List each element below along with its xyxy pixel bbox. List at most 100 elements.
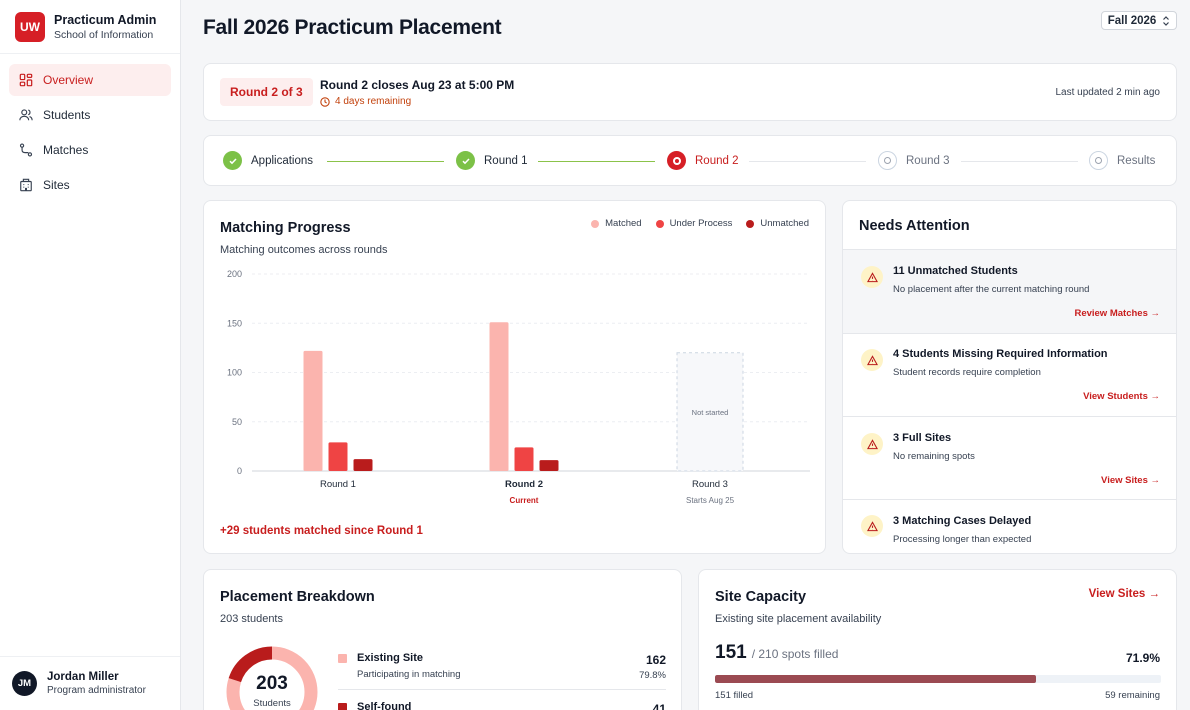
sidebar-item-overview[interactable]: Overview (9, 64, 171, 96)
breakdown-pct: 79.8% (639, 670, 666, 681)
round-stepper: Applications Round 1 Round 2 Round 3 Res… (203, 135, 1177, 186)
pending-step-icon (1089, 151, 1108, 170)
legend-swatch (338, 703, 347, 710)
avatar: JM (12, 671, 37, 696)
step-round-2[interactable]: Round 2 (667, 151, 738, 170)
term-select[interactable]: Fall 2026 (1101, 11, 1177, 30)
chart-legend: Matched Under Process Unmatched (591, 218, 809, 229)
term-select-value: Fall 2026 (1107, 14, 1157, 27)
capacity-summary: 151 / 210 spots filled (715, 642, 838, 664)
matching-bar-chart: 0 50 100 150 200 Round 1 Round 2 Current Not sta… (227, 269, 810, 505)
check-icon (223, 151, 242, 170)
capacity-filled: 151 (715, 642, 747, 663)
brand: UW Practicum Admin School of Information (0, 0, 180, 54)
page-title: Fall 2026 Practicum Placement (203, 16, 502, 39)
step-label: Results (1117, 154, 1156, 167)
y-tick-label: 0 (237, 466, 242, 476)
card-title: Placement Breakdown (220, 589, 375, 605)
capacity-filled-label: 151 filled (715, 690, 754, 701)
step-label: Round 3 (906, 154, 950, 167)
view-sites-link[interactable]: View Sites → (1088, 588, 1160, 600)
capacity-bar-track (715, 675, 1161, 683)
view-students-link[interactable]: View Students → (1083, 391, 1160, 402)
attention-item[interactable]: 3 Full Sites No remaining spots View Sit… (843, 416, 1176, 500)
attention-title: 4 Students Missing Required Information (893, 348, 1108, 360)
breakdown-label: Existing Site (357, 652, 424, 664)
grid-icon (19, 73, 33, 87)
site-capacity-card: Site Capacity View Sites → Existing site… (698, 569, 1177, 710)
bar-unmatched (353, 459, 373, 471)
building-icon (20, 178, 32, 192)
legend-under-process: Under Process (655, 218, 732, 229)
attention-title: 3 Matching Cases Delayed (893, 515, 1032, 527)
x-tick-label: Round 1 (320, 479, 356, 490)
attention-item[interactable]: 4 Students Missing Required Information … (843, 333, 1176, 417)
donut-slice (226, 646, 318, 710)
round-badge: Round 2 of 3 (220, 78, 313, 106)
sidebar-item-students[interactable]: Students (9, 99, 171, 131)
bar-under-process (328, 442, 348, 471)
step-results[interactable]: Results (1089, 151, 1155, 170)
view-sites-link[interactable]: View Sites → (1101, 475, 1160, 486)
sidebar-item-matches[interactable]: Matches (9, 134, 171, 166)
legend-matched: Matched (591, 218, 642, 229)
card-subtitle: 203 students (220, 613, 283, 625)
sidebar-item-sites[interactable]: Sites (9, 169, 171, 201)
warning-icon (861, 266, 883, 288)
attention-item[interactable]: 3 Matching Cases Delayed Processing long… (843, 499, 1176, 553)
user-profile[interactable]: JM Jordan Miller Program administrator (0, 656, 180, 710)
attention-item[interactable]: 11 Unmatched Students No placement after… (843, 249, 1176, 333)
users-icon (19, 109, 33, 121)
card-title: Needs Attention (859, 218, 970, 234)
sidebar-item-label: Sites (43, 178, 70, 192)
matched-delta: +29 students matched since Round 1 (220, 525, 423, 537)
round-status-card: Round 2 of 3 Round 2 closes Aug 23 at 5:… (203, 63, 1177, 121)
legend-swatch (655, 219, 664, 228)
step-connector (538, 161, 655, 162)
step-round-1[interactable]: Round 1 (456, 151, 527, 170)
review-matches-link[interactable]: Review Matches → (1074, 308, 1160, 319)
round-note: Starts Aug 25 (686, 496, 735, 505)
card-subtitle: Matching outcomes across rounds (220, 244, 388, 256)
step-connector (749, 161, 866, 162)
legend-swatch (591, 219, 600, 228)
needs-attention-card: Needs Attention 11 Unmatched Students No… (842, 200, 1177, 554)
y-tick-label: 100 (227, 368, 242, 378)
donut-total: 203 (256, 673, 288, 694)
step-round-3[interactable]: Round 3 (878, 151, 949, 170)
breakdown-desc: Participating in matching (357, 669, 461, 680)
step-applications[interactable]: Applications (223, 151, 313, 170)
sidebar: UW Practicum Admin School of Information… (0, 0, 181, 710)
sidebar-item-label: Students (43, 108, 91, 122)
sidebar-item-label: Matches (43, 143, 89, 157)
attention-desc: Processing longer than expected (893, 534, 1032, 545)
round-remaining-text: 4 days remaining (335, 96, 412, 107)
legend-unmatched: Unmatched (746, 218, 809, 229)
sidebar-nav: Overview Students Matches Sites (0, 54, 180, 214)
legend-swatch (338, 654, 347, 663)
step-label: Round 2 (695, 154, 739, 167)
donut-total-label: Students (253, 698, 291, 709)
attention-desc: No placement after the current matching … (893, 284, 1090, 295)
bar-under-process (514, 447, 534, 471)
x-tick-label: Round 2 (505, 479, 543, 490)
clock-icon (320, 96, 330, 107)
breakdown-count: 162 (645, 653, 666, 667)
sidebar-item-label: Overview (43, 73, 94, 87)
breakdown-row-existing: Existing Site Participating in matching … (338, 650, 666, 690)
matching-progress-card: Matching Progress Matching outcomes acro… (203, 200, 826, 554)
capacity-bar-fill (715, 675, 1036, 683)
attention-desc: Student records require completion (893, 367, 1041, 378)
pending-step-icon (878, 151, 897, 170)
breakdown-row-self-found: Self-found 41 (338, 699, 666, 710)
attention-desc: No remaining spots (893, 451, 975, 462)
round-note: Current (510, 496, 539, 505)
warning-icon (861, 433, 883, 455)
app-title: Practicum Admin (54, 12, 157, 27)
x-tick-label: Round 3 (692, 479, 728, 490)
y-tick-label: 200 (227, 269, 242, 279)
user-role: Program administrator (47, 685, 146, 696)
current-step-icon (667, 151, 686, 170)
breakdown-count: 41 (652, 702, 666, 710)
route-icon (19, 143, 33, 157)
